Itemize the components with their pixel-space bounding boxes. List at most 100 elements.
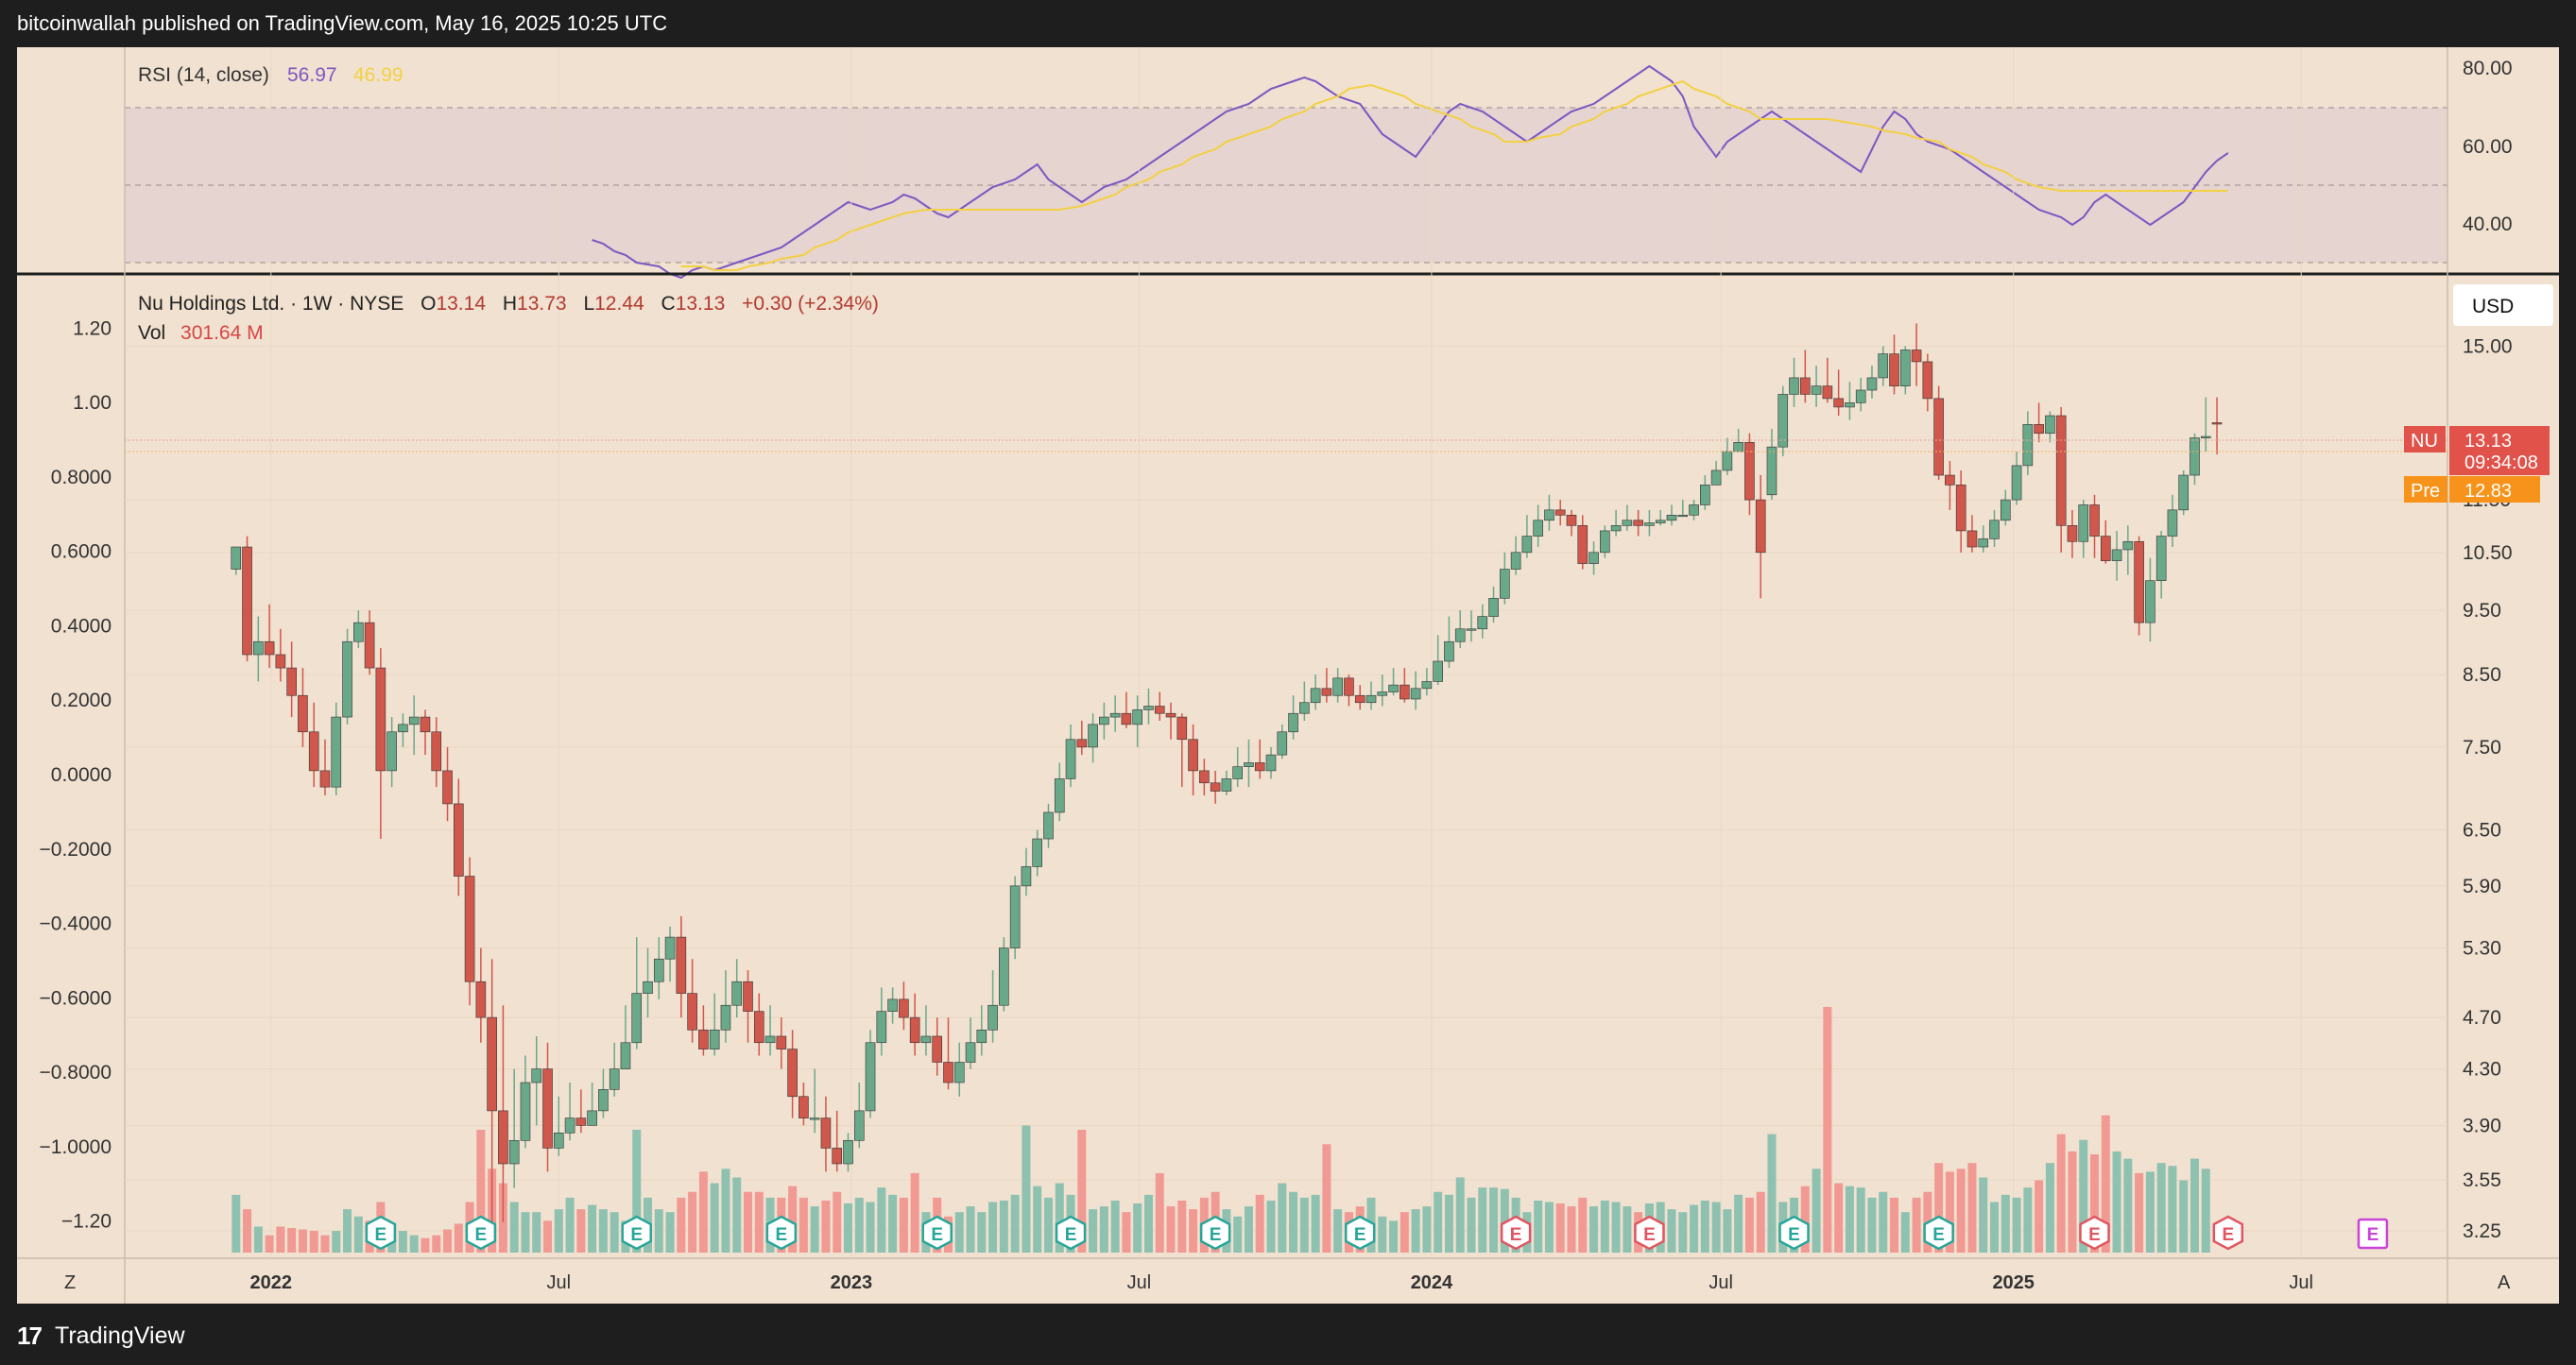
volume-bar [788, 1186, 798, 1253]
candle-body [1566, 514, 1577, 526]
candle-body [1332, 677, 1343, 696]
candle-body [1132, 709, 1142, 725]
candle-body [1344, 677, 1354, 696]
volume-bar [2045, 1163, 2054, 1253]
candle-body [1265, 754, 1277, 772]
earnings-marker-label: E [2367, 1225, 2379, 1245]
candle-body [1866, 377, 1878, 391]
axis-layer: 2022Jul2023Jul2024Jul2025Jul15.0011.5010… [40, 317, 2513, 1293]
volume-bar [2012, 1197, 2021, 1253]
volume-bar [2123, 1158, 2133, 1253]
candle-body [1521, 536, 1533, 554]
candle-body [420, 716, 431, 733]
candle-body [1889, 353, 1899, 386]
candle-body [720, 1004, 731, 1031]
tradingview-brand[interactable]: TradingView [55, 1322, 185, 1349]
volume-bar [833, 1191, 842, 1253]
earnings-marker-icon [921, 1215, 953, 1251]
rsi-label[interactable]: RSI (14, close) [138, 64, 269, 86]
candle-body [976, 1029, 987, 1044]
candle-body [331, 716, 342, 788]
candle-body [1878, 353, 1889, 379]
volume-bar [476, 1130, 486, 1253]
right-axis-label: 9.50 [2463, 600, 2501, 622]
candle-body [920, 1035, 932, 1044]
volume-bar [999, 1200, 1008, 1253]
candle-body [899, 998, 909, 1018]
candle-body [2011, 465, 2022, 501]
volume-bar [810, 1206, 819, 1253]
candle-body [1088, 724, 1098, 748]
volume-bar [1834, 1183, 1844, 1253]
volume-bar [2201, 1169, 2210, 1253]
candle-body [1744, 442, 1755, 501]
candle-body [464, 876, 475, 982]
volume-bar [343, 1209, 352, 1253]
volume-bar [1434, 1191, 1443, 1253]
candle-body [253, 640, 264, 656]
volume-bar [1467, 1197, 1476, 1253]
candle-body [1109, 712, 1121, 718]
volume-bar [1723, 1209, 1732, 1253]
volume-bar [821, 1200, 831, 1253]
candle-body [2200, 435, 2211, 438]
volume-bar [565, 1197, 575, 1253]
x-tick-label: Jul [1127, 1272, 1152, 1293]
candle-body [442, 770, 453, 805]
volume-legend[interactable]: Vol 301.64 M [138, 322, 264, 344]
volume-bar [1022, 1125, 1031, 1253]
auto-scale-button[interactable]: A [2498, 1272, 2511, 1293]
candle-layer [231, 323, 2223, 1222]
candle-body [1199, 770, 1210, 784]
chart-canvas[interactable]: E E E E E E E E E E E E E E E 2022 Jul 2023 Jul 2024 Jul 202… [17, 47, 2559, 1304]
candle-body [1354, 694, 1365, 704]
volume-bar [1400, 1212, 1409, 1253]
earnings-marker-icon [465, 1215, 497, 1251]
volume-label: Vol [138, 322, 165, 344]
candle-body [787, 1049, 798, 1098]
candle-body [943, 1062, 953, 1083]
volume-bar [1143, 1194, 1153, 1253]
last-price-badge[interactable]: NU 13.13 09:34:08 [2404, 426, 2550, 475]
candle-body [965, 1042, 976, 1063]
candle-body [2089, 504, 2100, 537]
left-axis-label: −1.0000 [40, 1136, 112, 1158]
volume-bar [854, 1197, 864, 1253]
left-axis-label: 0.0000 [51, 764, 112, 786]
volume-bar [588, 1204, 597, 1253]
volume-bar [2101, 1115, 2110, 1253]
rsi-axis-label-80: 80.00 [2463, 58, 2513, 79]
volume-bar [432, 1235, 441, 1253]
candle-body [698, 1029, 709, 1049]
candle-body [1766, 446, 1777, 496]
volume-bar [1089, 1209, 1098, 1253]
earnings-marker-label: E [931, 1225, 943, 1245]
volume-bar [1879, 1191, 1888, 1253]
pre-market-badge[interactable]: Pre 12.83 [2404, 476, 2540, 503]
volume-bar [744, 1191, 753, 1253]
rsi-value: 56.97 [287, 64, 337, 86]
volume-bar [1856, 1187, 1865, 1253]
symbol-legend[interactable]: Nu Holdings Ltd. · 1W · NYSE O13.14 H13.… [138, 293, 879, 315]
ohlc-high: 13.73 [517, 293, 567, 315]
volume-bar [1122, 1212, 1131, 1253]
candle-body [1710, 469, 1722, 486]
volume-bar [1322, 1144, 1331, 1253]
earnings-marker-icon [2357, 1218, 2389, 1250]
candle-body [731, 981, 743, 1006]
volume-bar [2023, 1187, 2033, 1253]
zoom-z-button[interactable]: Z [64, 1272, 76, 1293]
candle-body [853, 1110, 865, 1141]
candle-body [1777, 394, 1789, 448]
volume-bar [398, 1231, 407, 1253]
left-axis-label: −0.8000 [40, 1062, 112, 1083]
volume-bar [1912, 1197, 1921, 1253]
ticker-tag: NU [2411, 431, 2438, 452]
volume-bar [988, 1202, 998, 1253]
tradingview-logo-icon[interactable]: 17 [17, 1322, 43, 1350]
candle-body [1633, 520, 1643, 526]
volume-bar [1623, 1206, 1632, 1253]
candle-body [1466, 628, 1477, 631]
currency-button[interactable]: USD [2453, 284, 2553, 326]
